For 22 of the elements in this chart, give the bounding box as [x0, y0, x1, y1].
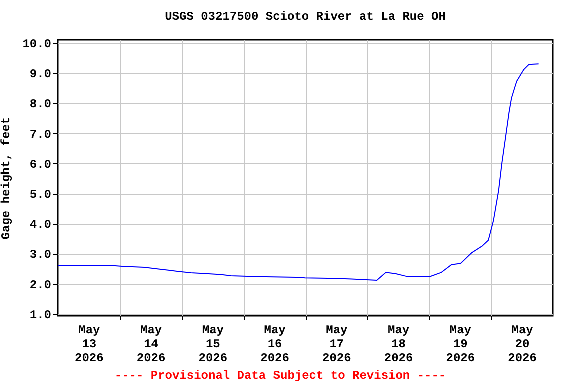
text: ---- Provisional Data Subject to Revision ----	[114, 369, 446, 383]
line-series	[58, 64, 540, 281]
y-tick-label: 3.0	[30, 248, 52, 262]
y-tick-label: 7.0	[30, 128, 52, 142]
x-tick-label: May 17 2026	[322, 324, 352, 366]
y-tick-label: 5.0	[30, 188, 52, 202]
x-tick-label: May 20 2026	[508, 324, 537, 366]
y-tick-label: 8.0	[30, 98, 52, 112]
x-tick-label: May 14 2026	[136, 324, 166, 366]
x-tick-label: May 16 2026	[260, 324, 290, 366]
y-tick-label: 6.0	[30, 158, 52, 172]
chart-title: USGS 03217500 Scioto River at La Rue OH	[165, 10, 446, 24]
y-tick-label: 10.0	[22, 38, 52, 52]
y-tick-label: 1.0	[30, 308, 52, 322]
y-tick-label: 9.0	[30, 68, 52, 82]
y-tick-label: 2.0	[30, 278, 52, 292]
y-tick-label: 4.0	[30, 218, 52, 232]
x-tick-label: May 19 2026	[446, 324, 476, 366]
x-tick-label: May 18 2026	[384, 324, 414, 366]
x-tick-label: May 15 2026	[198, 324, 228, 366]
x-tick-label: May 13 2026	[75, 324, 104, 366]
y-axis-title: Gage height, feet	[0, 117, 14, 240]
